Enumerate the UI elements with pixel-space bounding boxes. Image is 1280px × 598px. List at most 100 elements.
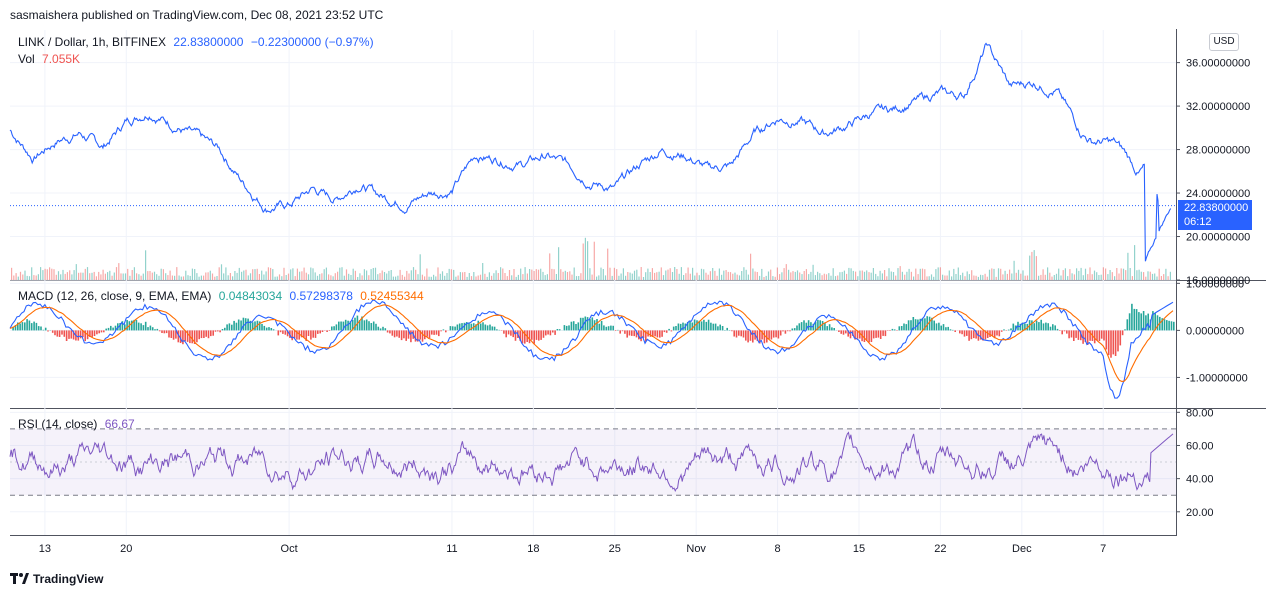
volume-bar [1000, 268, 1002, 280]
volume-bar [953, 268, 955, 280]
volume-bar [89, 273, 91, 280]
macd-histogram-bar [1056, 328, 1059, 331]
volume-bar [926, 276, 928, 280]
volume-bar [526, 273, 528, 280]
macd-histogram-bar [914, 319, 917, 331]
currency-button[interactable]: USD [1209, 33, 1239, 51]
macd-histogram-bar [226, 324, 228, 331]
macd-histogram-bar [554, 330, 556, 335]
macd-histogram-bar [1047, 323, 1049, 331]
volume-label[interactable]: Vol [18, 52, 35, 66]
volume-bar [613, 267, 615, 280]
macd-histogram-bar [807, 320, 810, 331]
volume-bar [1058, 268, 1060, 280]
macd-histogram-bar [12, 326, 14, 331]
macd-histogram-bar [533, 330, 535, 344]
volume-bar [107, 272, 109, 280]
volume-bar [151, 272, 153, 280]
macd-histogram-bar [424, 330, 426, 340]
macd-histogram-bar [812, 323, 815, 331]
macd-line-value: 0.57298378 [289, 289, 353, 303]
macd-histogram-bar [186, 330, 189, 342]
volume-bar [1076, 268, 1078, 280]
macd-label[interactable]: MACD (12, 26, close, 9, EMA, EMA) [18, 289, 212, 303]
macd-histogram-bar [610, 325, 612, 331]
volume-bar [64, 273, 66, 280]
volume-bar [904, 274, 906, 280]
macd-histogram-bar [1052, 324, 1054, 331]
volume-bar [399, 269, 401, 280]
volume-bar [13, 275, 15, 280]
volume-bar [551, 268, 553, 280]
macd-histogram-bar [1014, 325, 1017, 331]
macd-histogram-bar [998, 330, 1001, 337]
macd-histogram-bar [1000, 330, 1003, 332]
macd-histogram-bar [326, 330, 328, 332]
volume-bar [803, 271, 805, 280]
volume-bar [705, 272, 707, 280]
volume-bar [805, 269, 807, 280]
volume-bar [944, 275, 946, 280]
volume-bar [674, 267, 676, 280]
volume-bar [1015, 272, 1017, 280]
volume-bar [924, 269, 926, 280]
volume-bar [1129, 268, 1131, 280]
rsi-label[interactable]: RSI (14, close) [18, 417, 98, 431]
volume-bar [622, 268, 624, 280]
volume-bar [11, 267, 13, 280]
volume-bar [1165, 268, 1167, 280]
volume-bar [366, 270, 368, 280]
volume-bar [692, 267, 694, 280]
macd-histogram-bar [868, 330, 870, 343]
volume-bar [792, 271, 794, 280]
volume-bar [901, 271, 903, 280]
volume-bar [428, 276, 430, 280]
x-tick-label: 8 [775, 543, 781, 555]
volume-bar [261, 270, 263, 280]
volume-bar [718, 268, 720, 280]
macd-histogram-bar [584, 316, 587, 331]
macd-histogram-bar [168, 330, 170, 338]
macd-histogram-bar [33, 321, 35, 331]
volume-bar [1053, 275, 1055, 280]
macd-histogram-bar [733, 330, 735, 337]
volume-bar [412, 267, 415, 280]
macd-histogram-bar [1063, 330, 1066, 332]
pane-divider-macd-rsi[interactable] [10, 408, 1266, 409]
volume-bar [627, 272, 629, 280]
macd-histogram-bar [1077, 330, 1080, 340]
volume-bar [560, 269, 562, 280]
macd-histogram-bar [1045, 322, 1047, 331]
tradingview-logo[interactable]: TradingView [10, 572, 103, 586]
volume-bar [19, 271, 22, 280]
macd-histogram-bar [1033, 323, 1035, 331]
symbol-label[interactable]: LINK / Dollar, 1h, BITFINEX [18, 35, 167, 49]
macd-histogram-bar [137, 322, 140, 331]
volume-bar [587, 241, 589, 280]
volume-bar [933, 276, 935, 280]
volume-bar [1033, 250, 1035, 280]
volume-bar [618, 275, 620, 280]
macd-histogram-bar [496, 329, 498, 331]
volume-bar [419, 254, 421, 280]
volume-bar [354, 270, 356, 280]
volume-bar [642, 277, 645, 280]
volume-bar [1060, 275, 1062, 280]
volume-bar [426, 268, 428, 280]
volume-bar [178, 275, 180, 280]
y-tick-label: 40.00 [1186, 474, 1214, 486]
volume-bar [93, 271, 95, 280]
macd-histogram-bar [1128, 313, 1131, 331]
volume-bar [997, 268, 1000, 280]
volume-bar [241, 271, 243, 280]
volume-bar [203, 275, 205, 280]
volume-bar [31, 267, 33, 280]
macd-histogram-bar [314, 330, 317, 338]
macd-histogram-bar [344, 319, 347, 331]
volume-bar [500, 267, 502, 280]
macd-histogram-bar [1119, 330, 1122, 346]
volume-bar [872, 268, 874, 280]
volume-bar [1160, 276, 1162, 280]
macd-histogram-bar [1161, 318, 1163, 331]
